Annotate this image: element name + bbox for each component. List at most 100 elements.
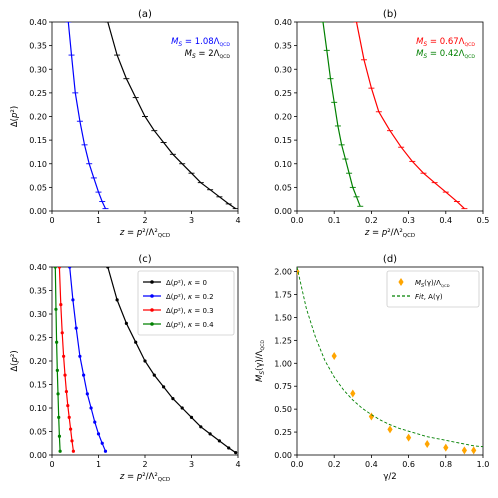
y-tick-label: 0.40: [29, 18, 47, 27]
data-point: [63, 373, 67, 377]
x-tick-label: 0.6: [402, 460, 415, 469]
y-tick-label: 0.30: [29, 65, 47, 74]
x-tick-label: 2: [142, 216, 147, 225]
y-tick-label: 0.00: [274, 207, 292, 216]
legend: Δ(p²), κ = 0 Δ(p²), κ = 0.2 Δ(p²), κ = 0.3…: [137, 270, 235, 336]
data-point: [189, 415, 194, 419]
data-point: [57, 415, 61, 419]
data-point: [60, 331, 64, 335]
y-tick-label: 0.20: [29, 357, 47, 366]
data-point: [55, 340, 59, 344]
x-tick-label: 3: [189, 216, 194, 225]
x-axis-label: z = p²/Λ²QCD: [119, 228, 170, 239]
x-tick-label: 0: [49, 216, 54, 225]
data-point: [68, 267, 72, 269]
data-point: [217, 439, 221, 443]
data-point: [58, 449, 62, 453]
y-tick-label: 0.25: [274, 89, 292, 98]
data-point: [66, 404, 70, 408]
legend-marker: [150, 308, 154, 312]
panel-3: (d) 0.0 0.2 0.4 0.6 0.8 1.0 0.00 0.25 0.50 0.75 1.0…: [255, 254, 489, 482]
y-tick-label: 0.00: [274, 451, 292, 460]
legend-label: Δ(p²), κ = 0: [166, 279, 207, 287]
data-point: [461, 446, 467, 455]
y-tick-label: 1.25: [274, 336, 292, 345]
y-tick-label: 0.15: [274, 136, 292, 145]
y-axis-label: Δ(p²): [10, 350, 20, 371]
y-tick-label: 0.25: [274, 428, 292, 437]
y-tick-label: 0.10: [29, 404, 47, 413]
data-point: [71, 298, 75, 302]
y-tick-label: 0.75: [274, 382, 292, 391]
y-tick-label: 0.00: [29, 207, 47, 216]
y-tick-label: 2.00: [274, 268, 292, 277]
annotation: MS = 0.67ΛQCD: [416, 37, 475, 48]
series-line: [322, 22, 361, 207]
legend: MS(γ)/ΛQCD Fit, A(γ): [386, 270, 480, 308]
legend-label: Δ(p²), κ = 0.2: [166, 293, 214, 301]
data-point: [100, 441, 104, 445]
data-point: [69, 427, 73, 431]
plot-area: [53, 267, 238, 455]
y-tick-label: 0.35: [29, 287, 47, 296]
y-tick-label: 0.30: [274, 65, 292, 74]
legend-marker: [150, 294, 154, 298]
data-point: [54, 307, 58, 311]
data-point: [74, 326, 78, 330]
data-point: [471, 446, 477, 455]
data-point: [57, 434, 62, 438]
x-tick-label: 3: [189, 460, 194, 469]
y-tick-label: 0.40: [29, 263, 47, 272]
data-point: [53, 267, 57, 269]
y-tick-label: 0.40: [274, 18, 292, 27]
data-point: [62, 354, 66, 358]
data-point: [152, 373, 156, 377]
panel-0: (a) 0 1 2 3 4 0.00 0.05 0.10 0.15 0.20 0.25 0.30 0.35…: [10, 9, 241, 239]
y-tick-label: 0.25: [29, 334, 47, 343]
panel-2: (c) 0 1 2 3 4 0.00 0.05 0.10 0.15 0.20 0.25 0.30 0.35…: [10, 254, 241, 483]
data-point: [103, 449, 108, 453]
panel-title: (a): [138, 9, 152, 20]
plot-area: [65, 22, 238, 210]
data-point: [143, 359, 147, 363]
data-point: [85, 392, 89, 396]
data-point: [55, 368, 59, 372]
data-point: [199, 425, 203, 429]
data-point: [71, 449, 75, 453]
x-tick-label: 1: [96, 460, 101, 469]
x-tick-label: 2: [142, 460, 147, 469]
data-point: [106, 267, 110, 269]
legend-marker: [150, 322, 154, 326]
series-line: [58, 267, 74, 452]
panel-title: (d): [383, 254, 397, 265]
data-point: [368, 412, 374, 421]
legend-label: Δ(p²), κ = 0.3: [166, 307, 214, 315]
legend-label: Δ(p²), κ = 0.4: [166, 321, 214, 329]
data-point: [406, 433, 412, 442]
data-point: [93, 420, 97, 424]
data-point: [424, 439, 430, 448]
y-tick-label: 0.10: [274, 160, 292, 169]
x-tick-label: 4: [235, 216, 240, 225]
y-tick-label: 0.05: [29, 183, 47, 192]
x-tick-label: 0.1: [328, 216, 341, 225]
y-axis-label: MS(γ)/ΛQCD: [255, 340, 266, 382]
legend-swatch: [398, 278, 404, 286]
legend-frame: [137, 270, 235, 336]
panel-1: (b) 0.0 0.1 0.2 0.3 0.4 0.5 0.00 0.05 0.10 0.15 0.2…: [274, 9, 489, 239]
y-tick-label: 1.50: [274, 313, 292, 322]
x-axis-label: z = p²/Λ²QCD: [119, 472, 170, 483]
data-point: [171, 397, 175, 401]
y-tick-label: 0.15: [29, 136, 47, 145]
y-tick-label: 0.10: [29, 160, 47, 169]
x-tick-label: 1.0: [477, 460, 490, 469]
x-tick-label: 1: [96, 216, 101, 225]
x-tick-label: 0.5: [477, 216, 490, 225]
series-line: [54, 267, 61, 452]
data-point: [82, 373, 86, 377]
y-tick-label: 0.05: [274, 183, 292, 192]
data-point: [59, 303, 63, 307]
x-tick-label: 0.2: [365, 216, 378, 225]
y-tick-label: 0.00: [29, 451, 47, 460]
